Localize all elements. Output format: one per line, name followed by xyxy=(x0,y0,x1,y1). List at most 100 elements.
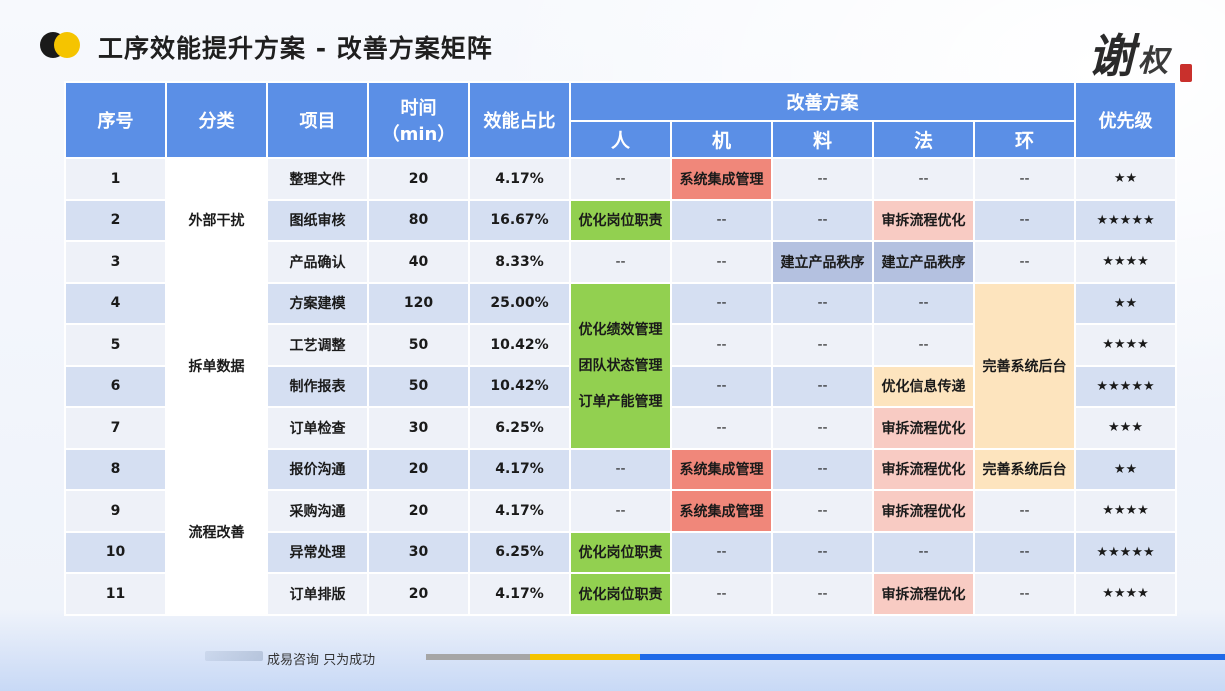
footer-faded-logo xyxy=(205,651,263,661)
cell-ratio: 10.42% xyxy=(468,364,571,408)
calligraphy-seal: 谢 权 xyxy=(1088,18,1200,88)
header-time-line2: （min） xyxy=(381,124,456,145)
cell-machine: 系统集成管理 xyxy=(670,157,773,201)
seal-char-1: 谢 xyxy=(1088,29,1134,83)
cell-seq: 3 xyxy=(64,240,167,284)
cell-people: 优化岗位职责 xyxy=(569,572,672,616)
header-material: 料 xyxy=(771,120,874,159)
cell-time: 20 xyxy=(367,572,470,616)
cell-item: 产品确认 xyxy=(266,240,369,284)
cell-env: -- xyxy=(973,489,1076,533)
cell-ratio: 4.17% xyxy=(468,572,571,616)
cell-method: 审拆流程优化 xyxy=(872,447,975,491)
cell-item: 报价沟通 xyxy=(266,447,369,491)
cell-ratio: 4.17% xyxy=(468,489,571,533)
header-machine: 机 xyxy=(670,120,773,159)
cell-machine: -- xyxy=(670,323,773,367)
cell-method: -- xyxy=(872,157,975,201)
cell-machine: -- xyxy=(670,572,773,616)
cell-seq: 8 xyxy=(64,447,167,491)
cell-machine: -- xyxy=(670,281,773,325)
cell-priority-stars: ★★★★★ xyxy=(1074,198,1177,242)
red-stamp-icon xyxy=(1180,64,1192,82)
cell-time: 80 xyxy=(367,198,470,242)
cell-material: -- xyxy=(771,364,874,408)
cell-env: -- xyxy=(973,198,1076,242)
cell-time: 20 xyxy=(367,489,470,533)
cell-ratio: 6.25% xyxy=(468,406,571,450)
cell-people-merged: 优化绩效管理 团队状态管理 订单产能管理 xyxy=(569,281,672,450)
cell-item: 工艺调整 xyxy=(266,323,369,367)
header-time: 时间 （min） xyxy=(367,81,470,159)
cell-priority-stars: ★★ xyxy=(1074,157,1177,201)
header-priority: 优先级 xyxy=(1074,81,1177,159)
cell-time: 20 xyxy=(367,447,470,491)
cell-machine: -- xyxy=(670,406,773,450)
cell-ratio: 6.25% xyxy=(468,530,571,574)
cell-ratio: 25.00% xyxy=(468,281,571,325)
table-row: 11 订单排版 20 4.17% 优化岗位职责 -- -- 审拆流程优化 -- … xyxy=(64,572,1177,616)
cell-seq: 5 xyxy=(64,323,167,367)
cell-machine: -- xyxy=(670,530,773,574)
cell-time: 50 xyxy=(367,364,470,408)
header-method: 法 xyxy=(872,120,975,159)
cell-material: -- xyxy=(771,489,874,533)
table-row: 7 订单检查 30 6.25% -- -- 审拆流程优化 ★★★ xyxy=(64,406,1177,450)
cell-time: 30 xyxy=(367,406,470,450)
cell-machine: -- xyxy=(670,240,773,284)
header-environment: 环 xyxy=(973,120,1076,159)
header-category: 分类 xyxy=(165,81,268,159)
cell-method: 审拆流程优化 xyxy=(872,489,975,533)
cell-machine: 系统集成管理 xyxy=(670,447,773,491)
cell-ratio: 16.67% xyxy=(468,198,571,242)
cell-env: 完善系统后台 xyxy=(973,447,1076,491)
cell-category: 流程改善 xyxy=(165,447,268,616)
cell-people: 优化岗位职责 xyxy=(569,198,672,242)
table-row: 6 制作报表 50 10.42% -- -- 优化信息传递 ★★★★★ xyxy=(64,364,1177,408)
cell-material: -- xyxy=(771,157,874,201)
cell-machine: -- xyxy=(670,198,773,242)
cell-material: -- xyxy=(771,406,874,450)
cell-priority-stars: ★★★★ xyxy=(1074,572,1177,616)
cell-method: -- xyxy=(872,530,975,574)
header-people: 人 xyxy=(569,120,672,159)
seal-char-2: 权 xyxy=(1138,44,1168,79)
cell-time: 30 xyxy=(367,530,470,574)
two-overlapping-circles-icon xyxy=(40,32,80,58)
cell-item: 图纸审核 xyxy=(266,198,369,242)
cell-priority-stars: ★★★★ xyxy=(1074,489,1177,533)
cell-seq: 2 xyxy=(64,198,167,242)
header-time-line1: 时间 xyxy=(400,98,437,119)
table-row: 5 工艺调整 50 10.42% -- -- -- ★★★★ xyxy=(64,323,1177,367)
table-row: 1 外部干扰 整理文件 20 4.17% -- 系统集成管理 -- -- -- … xyxy=(64,157,1177,284)
cell-ratio: 8.33% xyxy=(468,240,571,284)
cell-item: 整理文件 xyxy=(266,157,369,201)
cell-env: -- xyxy=(973,240,1076,284)
cell-item: 异常处理 xyxy=(266,530,369,574)
footer-slogan: 成易咨询 只为成功 xyxy=(267,653,376,668)
cell-method: 审拆流程优化 xyxy=(872,572,975,616)
cell-material: -- xyxy=(771,530,874,574)
header-seq: 序号 xyxy=(64,81,167,159)
cell-material: -- xyxy=(771,323,874,367)
cell-ratio: 4.17% xyxy=(468,447,571,491)
cell-machine: 系统集成管理 xyxy=(670,489,773,533)
bottom-band xyxy=(0,610,1225,691)
cell-method: 审拆流程优化 xyxy=(872,406,975,450)
cell-time: 40 xyxy=(367,240,470,284)
cell-ratio: 10.42% xyxy=(468,323,571,367)
footer-bar-yellow xyxy=(530,654,640,660)
cell-env-merged: 完善系统后台 xyxy=(973,281,1076,450)
cell-priority-stars: ★★★★ xyxy=(1074,323,1177,367)
cell-item: 采购沟通 xyxy=(266,489,369,533)
cell-seq: 6 xyxy=(64,364,167,408)
cell-priority-stars: ★★ xyxy=(1074,447,1177,491)
cell-item: 方案建模 xyxy=(266,281,369,325)
cell-material: -- xyxy=(771,198,874,242)
header-plan-group: 改善方案 xyxy=(569,81,1076,122)
cell-seq: 4 xyxy=(64,281,167,325)
people-merged-line-1: 优化绩效管理 xyxy=(578,321,663,338)
cell-people: -- xyxy=(569,447,672,491)
table-row: 3 产品确认 40 8.33% -- -- 建立产品秩序 建立产品秩序 -- ★… xyxy=(64,240,1177,284)
cell-time: 50 xyxy=(367,323,470,367)
